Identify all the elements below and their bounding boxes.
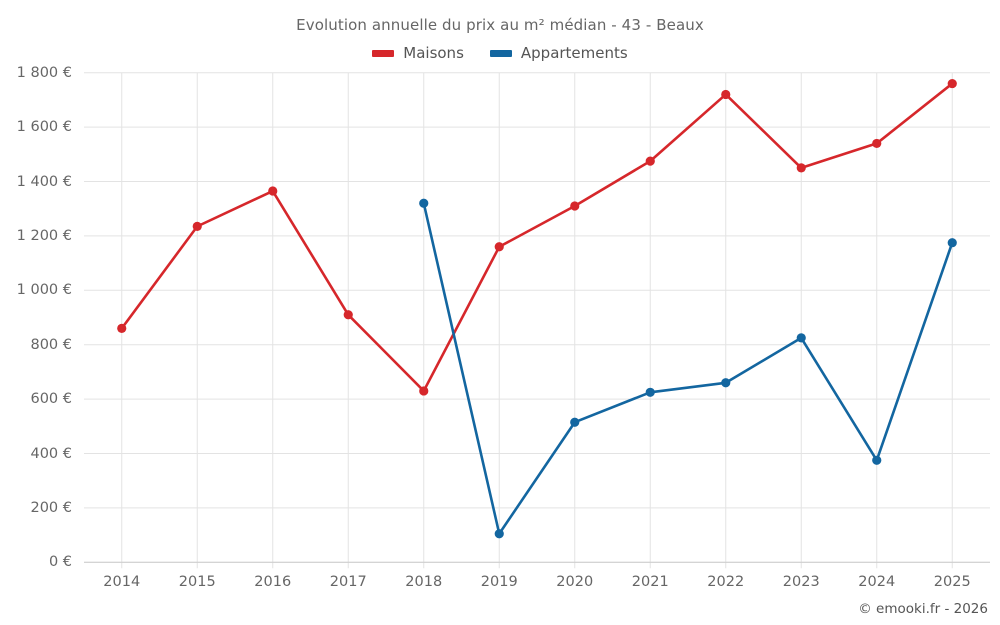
x-axis-tick-label: 2015	[178, 574, 216, 591]
x-axis-tick-label: 2018	[405, 574, 443, 591]
data-point-maisons[interactable]	[645, 156, 655, 166]
y-axis-tick-label: 1 000 €	[16, 282, 72, 299]
data-point-appartements[interactable]	[872, 455, 882, 465]
chart-legend: Maisons Appartements	[0, 44, 1000, 62]
y-axis-tick-label: 400 €	[30, 445, 72, 462]
x-axis-tick-label: 2016	[254, 574, 292, 591]
data-point-appartements[interactable]	[419, 198, 429, 208]
series-line-appartements	[422, 201, 954, 536]
y-axis-tick-label: 1 200 €	[16, 227, 72, 244]
y-axis-tick-label: 1 800 €	[16, 64, 72, 81]
data-point-maisons[interactable]	[343, 310, 353, 320]
series-line-maisons	[120, 82, 954, 393]
legend-swatch-appartements	[489, 49, 512, 57]
data-point-maisons[interactable]	[494, 242, 504, 252]
y-axis-tick-label: 600 €	[30, 391, 72, 408]
legend-item-appartements[interactable]: Appartements	[489, 44, 628, 62]
legend-item-maisons[interactable]: Maisons	[372, 44, 464, 62]
data-point-appartements[interactable]	[947, 238, 957, 248]
data-point-appartements[interactable]	[494, 529, 504, 539]
legend-label-appartements: Appartements	[520, 44, 628, 62]
x-axis-tick-label: 2017	[329, 574, 367, 591]
credits-label: © emooki.fr - 2026	[858, 601, 988, 617]
legend-label-maisons: Maisons	[403, 44, 464, 62]
x-axis-tick-label: 2022	[707, 574, 745, 591]
data-point-appartements[interactable]	[796, 333, 806, 343]
x-axis-tick-label: 2021	[631, 574, 669, 591]
data-point-maisons[interactable]	[419, 386, 429, 396]
data-point-maisons[interactable]	[796, 163, 806, 173]
y-axis-tick-label: 1 600 €	[16, 119, 72, 136]
x-axis-tick-label: 2020	[556, 574, 594, 591]
data-point-maisons[interactable]	[117, 323, 127, 333]
data-point-maisons[interactable]	[872, 138, 882, 149]
x-axis-tick-label: 2025	[933, 574, 971, 591]
y-axis-tick-label: 0 €	[48, 554, 72, 571]
x-axis-tick-label: 2014	[103, 574, 141, 591]
data-point-maisons[interactable]	[570, 201, 580, 211]
data-point-appartements[interactable]	[570, 417, 580, 427]
x-axis-tick-label: 2019	[480, 574, 518, 591]
data-point-maisons[interactable]	[268, 186, 278, 196]
y-axis-tick-label: 1 400 €	[16, 173, 72, 190]
data-point-appartements[interactable]	[645, 387, 655, 397]
y-axis-tick-label: 200 €	[30, 499, 72, 516]
y-axis-tick-label: 800 €	[30, 336, 72, 353]
x-axis-tick-label: 2024	[858, 574, 896, 591]
data-point-maisons[interactable]	[192, 221, 202, 231]
data-point-appartements[interactable]	[721, 378, 731, 388]
data-point-maisons[interactable]	[947, 78, 957, 89]
legend-swatch-maisons	[372, 49, 395, 57]
x-axis-tick-label: 2023	[782, 574, 820, 591]
data-point-maisons[interactable]	[721, 89, 731, 100]
chart-title: Evolution annuelle du prix au m² médian …	[296, 16, 704, 34]
